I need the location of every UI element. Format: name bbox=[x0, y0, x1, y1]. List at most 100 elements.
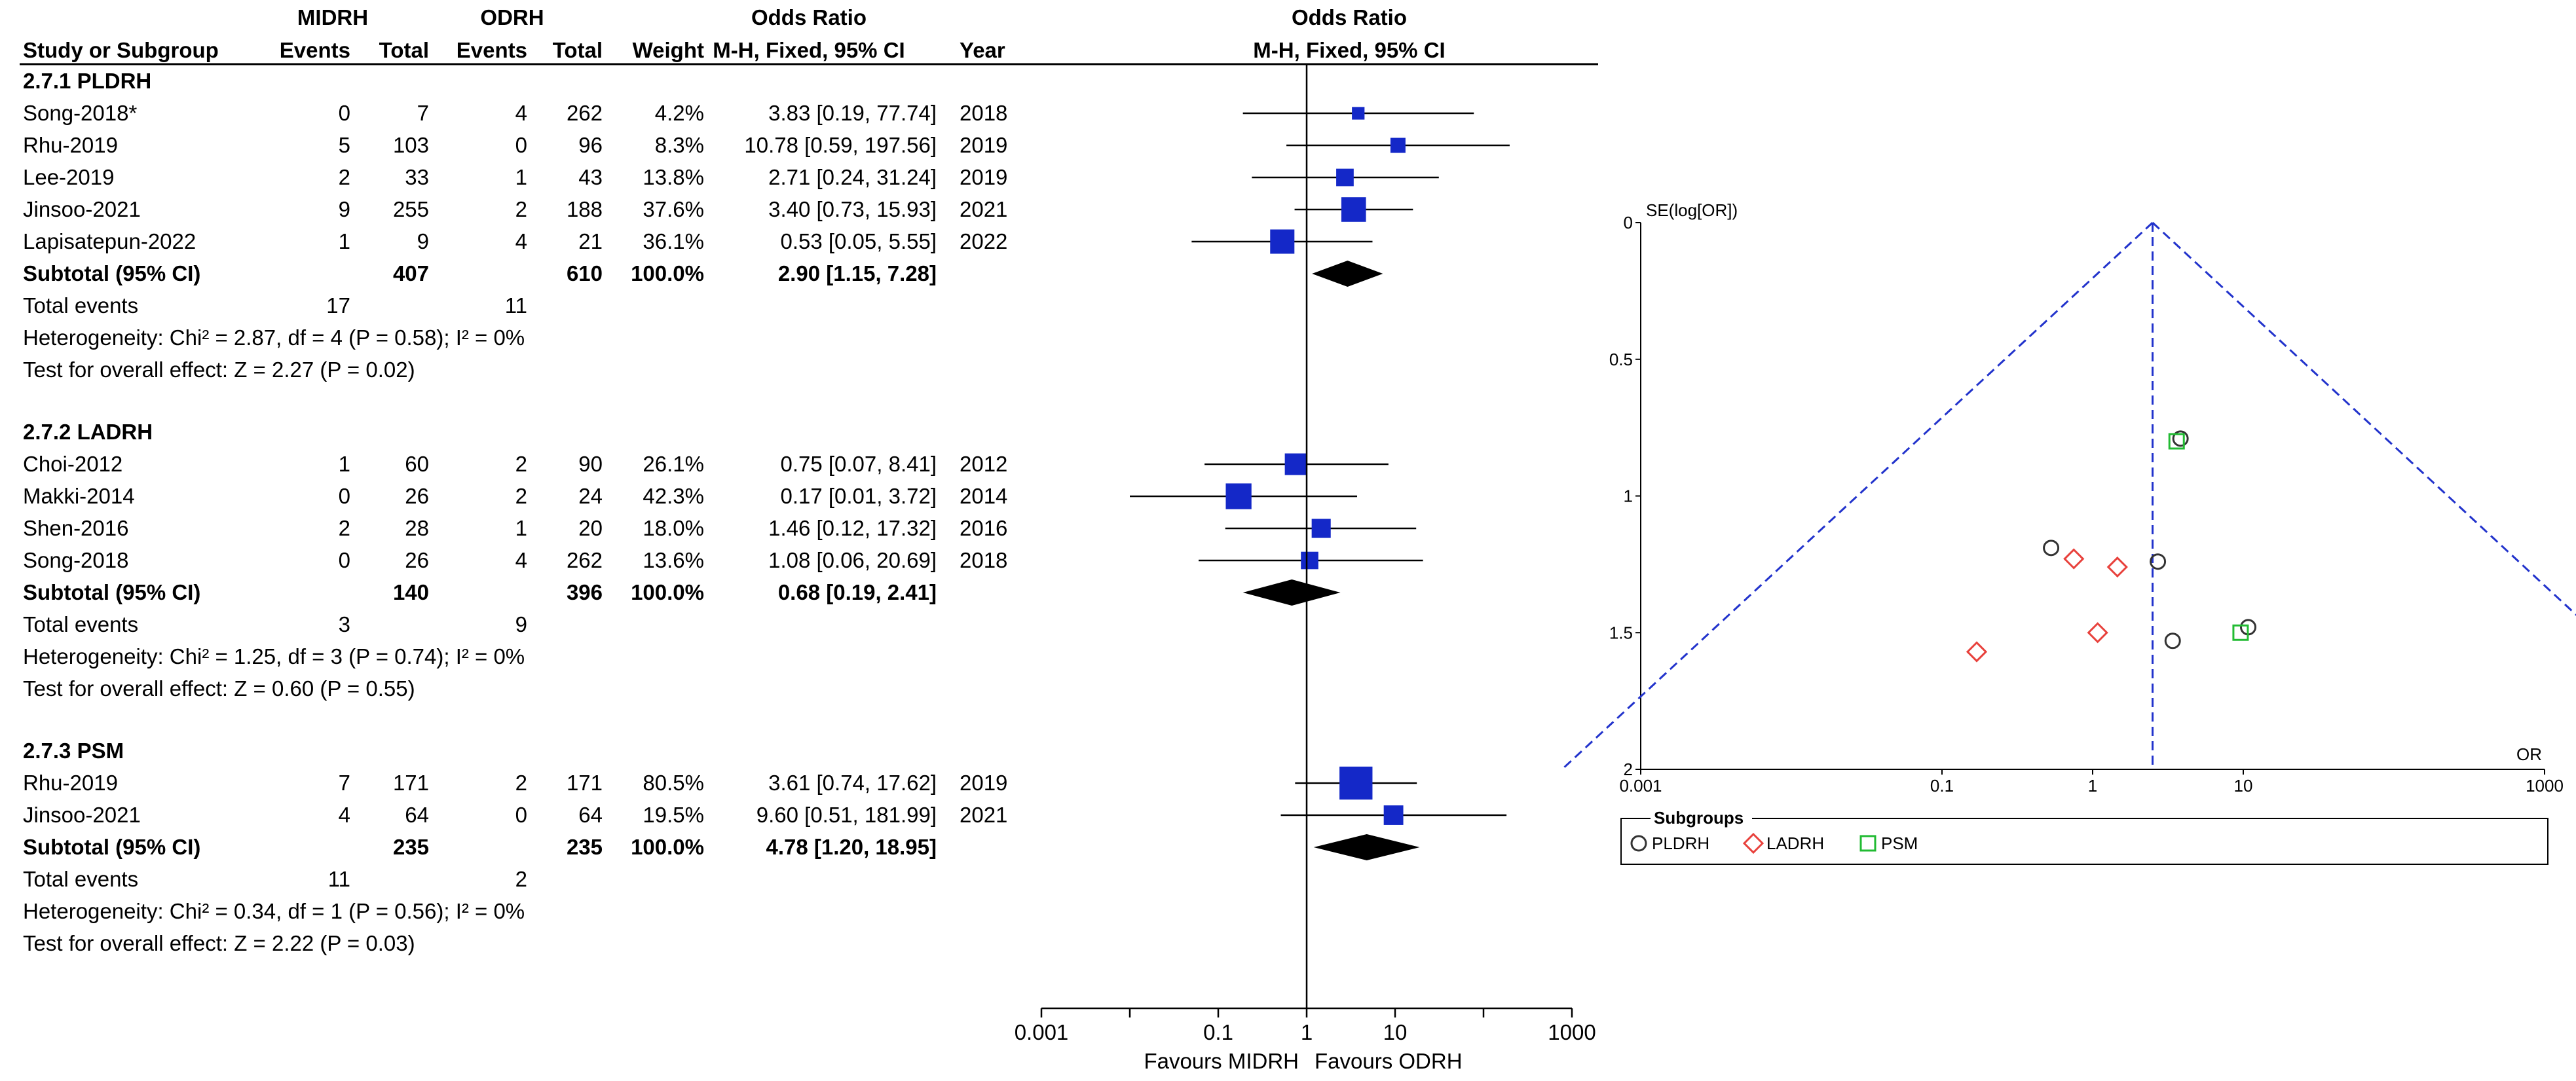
total-midrh: 171 bbox=[393, 771, 429, 795]
pldrh-point bbox=[2172, 430, 2189, 447]
events-midrh: 4 bbox=[339, 803, 350, 827]
study-row: Jinsoo-2021 4 64 0 64 19.5% 9.60 [0.51, 181.99… bbox=[23, 803, 1007, 827]
events-midrh: 0 bbox=[339, 548, 350, 572]
study-point-estimate bbox=[1301, 551, 1318, 570]
ladrh-point bbox=[2063, 548, 2085, 570]
heterogeneity-text: Heterogeneity: Chi² = 2.87, df = 4 (P = … bbox=[23, 325, 525, 350]
events-odrh: 1 bbox=[515, 165, 527, 189]
study-year: 2016 bbox=[960, 516, 1007, 540]
events1-header: Events bbox=[280, 38, 350, 62]
heterogeneity-text: Heterogeneity: Chi² = 1.25, df = 3 (P = … bbox=[23, 644, 525, 669]
subtotal-label: Subtotal (95% CI) bbox=[23, 580, 200, 604]
subtotal-ci: 0.68 [0.19, 2.41] bbox=[778, 580, 937, 604]
study-weight: 37.6% bbox=[643, 197, 704, 221]
psm-point bbox=[2168, 433, 2185, 450]
total-odrh: 90 bbox=[578, 452, 603, 476]
total-odrh: 96 bbox=[578, 133, 603, 157]
study-ci: 10.78 [0.59, 197.56] bbox=[744, 133, 937, 157]
forest-x-tick-label: 1000 bbox=[1548, 1020, 1596, 1044]
total-events-label: Total events bbox=[23, 867, 138, 891]
subtotal-total-odrh: 610 bbox=[567, 261, 603, 285]
study-point-estimate bbox=[1270, 229, 1295, 254]
events-midrh: 0 bbox=[339, 101, 350, 125]
total-odrh: 20 bbox=[578, 516, 603, 540]
weight-header: Weight bbox=[633, 38, 704, 62]
forest-x-tick-label: 0.001 bbox=[1015, 1020, 1069, 1044]
study-point-estimate bbox=[1383, 805, 1404, 825]
study-row: Rhu-2019 7 171 2 171 80.5% 3.61 [0.74, 17.62] 2… bbox=[23, 771, 1007, 795]
forest-x-tick-label: 1 bbox=[1301, 1020, 1313, 1044]
subtotal-total-odrh: 235 bbox=[567, 835, 603, 859]
subtotal-label: Subtotal (95% CI) bbox=[23, 835, 200, 859]
legend-item-label: PSM bbox=[1881, 834, 1918, 853]
total2-header: Total bbox=[553, 38, 603, 62]
total-midrh: 9 bbox=[417, 229, 429, 253]
funnel-x-tick-label: 10 bbox=[2234, 776, 2253, 796]
study-name: Rhu-2019 bbox=[23, 133, 118, 157]
overall-effect-text: Test for overall effect: Z = 2.27 (P = 0… bbox=[23, 357, 415, 382]
funnel-x-label: OR bbox=[2516, 744, 2542, 764]
events2-header: Events bbox=[457, 38, 527, 62]
total-midrh: 103 bbox=[393, 133, 429, 157]
total-midrh: 26 bbox=[405, 548, 429, 572]
total-events-label: Total events bbox=[23, 293, 138, 318]
events-odrh: 1 bbox=[515, 516, 527, 540]
study-weight: 18.0% bbox=[643, 516, 704, 540]
study-year: 2021 bbox=[960, 803, 1007, 827]
events-midrh: 2 bbox=[339, 516, 350, 540]
pldrh-point bbox=[2150, 553, 2167, 570]
study-point-estimate bbox=[1336, 168, 1354, 187]
events-odrh: 4 bbox=[515, 548, 527, 572]
legend-psm-marker bbox=[1859, 835, 1876, 852]
or-column-title: Odds Ratio bbox=[751, 5, 867, 29]
total-events-midrh: 3 bbox=[339, 612, 350, 636]
funnel-legend-box bbox=[1620, 818, 2548, 865]
study-ci: 3.61 [0.74, 17.62] bbox=[768, 771, 937, 795]
study-row: Lapisatepun-2022 1 9 4 21 36.1% 0.53 [0.05, 5.… bbox=[23, 229, 1007, 253]
study-weight: 13.8% bbox=[643, 165, 704, 189]
study-row: Jinsoo-2021 9 255 2 188 37.6% 3.40 [0.73, 15.9… bbox=[23, 197, 1007, 221]
events-midrh: 1 bbox=[339, 452, 350, 476]
subtotal-weight: 100.0% bbox=[631, 835, 704, 859]
total-midrh: 60 bbox=[405, 452, 429, 476]
subtotal-label: Subtotal (95% CI) bbox=[23, 261, 200, 285]
study-column-header: Study or Subgroup bbox=[23, 38, 219, 62]
study-ci: 0.53 [0.05, 5.55] bbox=[780, 229, 937, 253]
study-year: 2019 bbox=[960, 133, 1007, 157]
funnel-y-tick-label: 0 bbox=[1624, 213, 1633, 232]
events-odrh: 2 bbox=[515, 771, 527, 795]
study-ci: 0.75 [0.07, 8.41] bbox=[780, 452, 937, 476]
study-name: Jinsoo-2021 bbox=[23, 803, 141, 827]
total-odrh: 64 bbox=[578, 803, 603, 827]
study-weight: 19.5% bbox=[643, 803, 704, 827]
study-name: Makki-2014 bbox=[23, 484, 135, 508]
funnel-x-tick-label: 0.1 bbox=[1930, 776, 1954, 796]
year-header: Year bbox=[960, 38, 1005, 62]
study-ci: 0.17 [0.01, 3.72] bbox=[780, 484, 937, 508]
study-year: 2018 bbox=[960, 548, 1007, 572]
study-ci: 3.83 [0.19, 77.74] bbox=[768, 101, 937, 125]
total-midrh: 33 bbox=[405, 165, 429, 189]
forest-x-tick-label: 10 bbox=[1383, 1020, 1408, 1044]
study-point-estimate bbox=[1225, 483, 1252, 509]
total1-header: Total bbox=[379, 38, 429, 62]
favours-odrh-label: Favours ODRH bbox=[1315, 1049, 1463, 1073]
subtotal-weight: 100.0% bbox=[631, 580, 704, 604]
total-odrh: 43 bbox=[578, 165, 603, 189]
study-ci: 1.08 [0.06, 20.69] bbox=[768, 548, 937, 572]
study-row: Song-2018* 0 7 4 262 4.2% 3.83 [0.19, 77.74] 20… bbox=[23, 101, 1007, 125]
total-midrh: 255 bbox=[393, 197, 429, 221]
study-name: Rhu-2019 bbox=[23, 771, 118, 795]
subtotal-total-midrh: 407 bbox=[393, 261, 429, 285]
study-name: Choi-2012 bbox=[23, 452, 122, 476]
study-weight: 80.5% bbox=[643, 771, 704, 795]
total-events-odrh: 9 bbox=[515, 612, 527, 636]
events-midrh: 2 bbox=[339, 165, 350, 189]
ladrh-point bbox=[2106, 556, 2128, 578]
funnel-x-tick-label: 0.001 bbox=[1619, 776, 1662, 796]
study-point-estimate bbox=[1341, 197, 1366, 222]
total-odrh: 21 bbox=[578, 229, 603, 253]
events-odrh: 0 bbox=[515, 133, 527, 157]
